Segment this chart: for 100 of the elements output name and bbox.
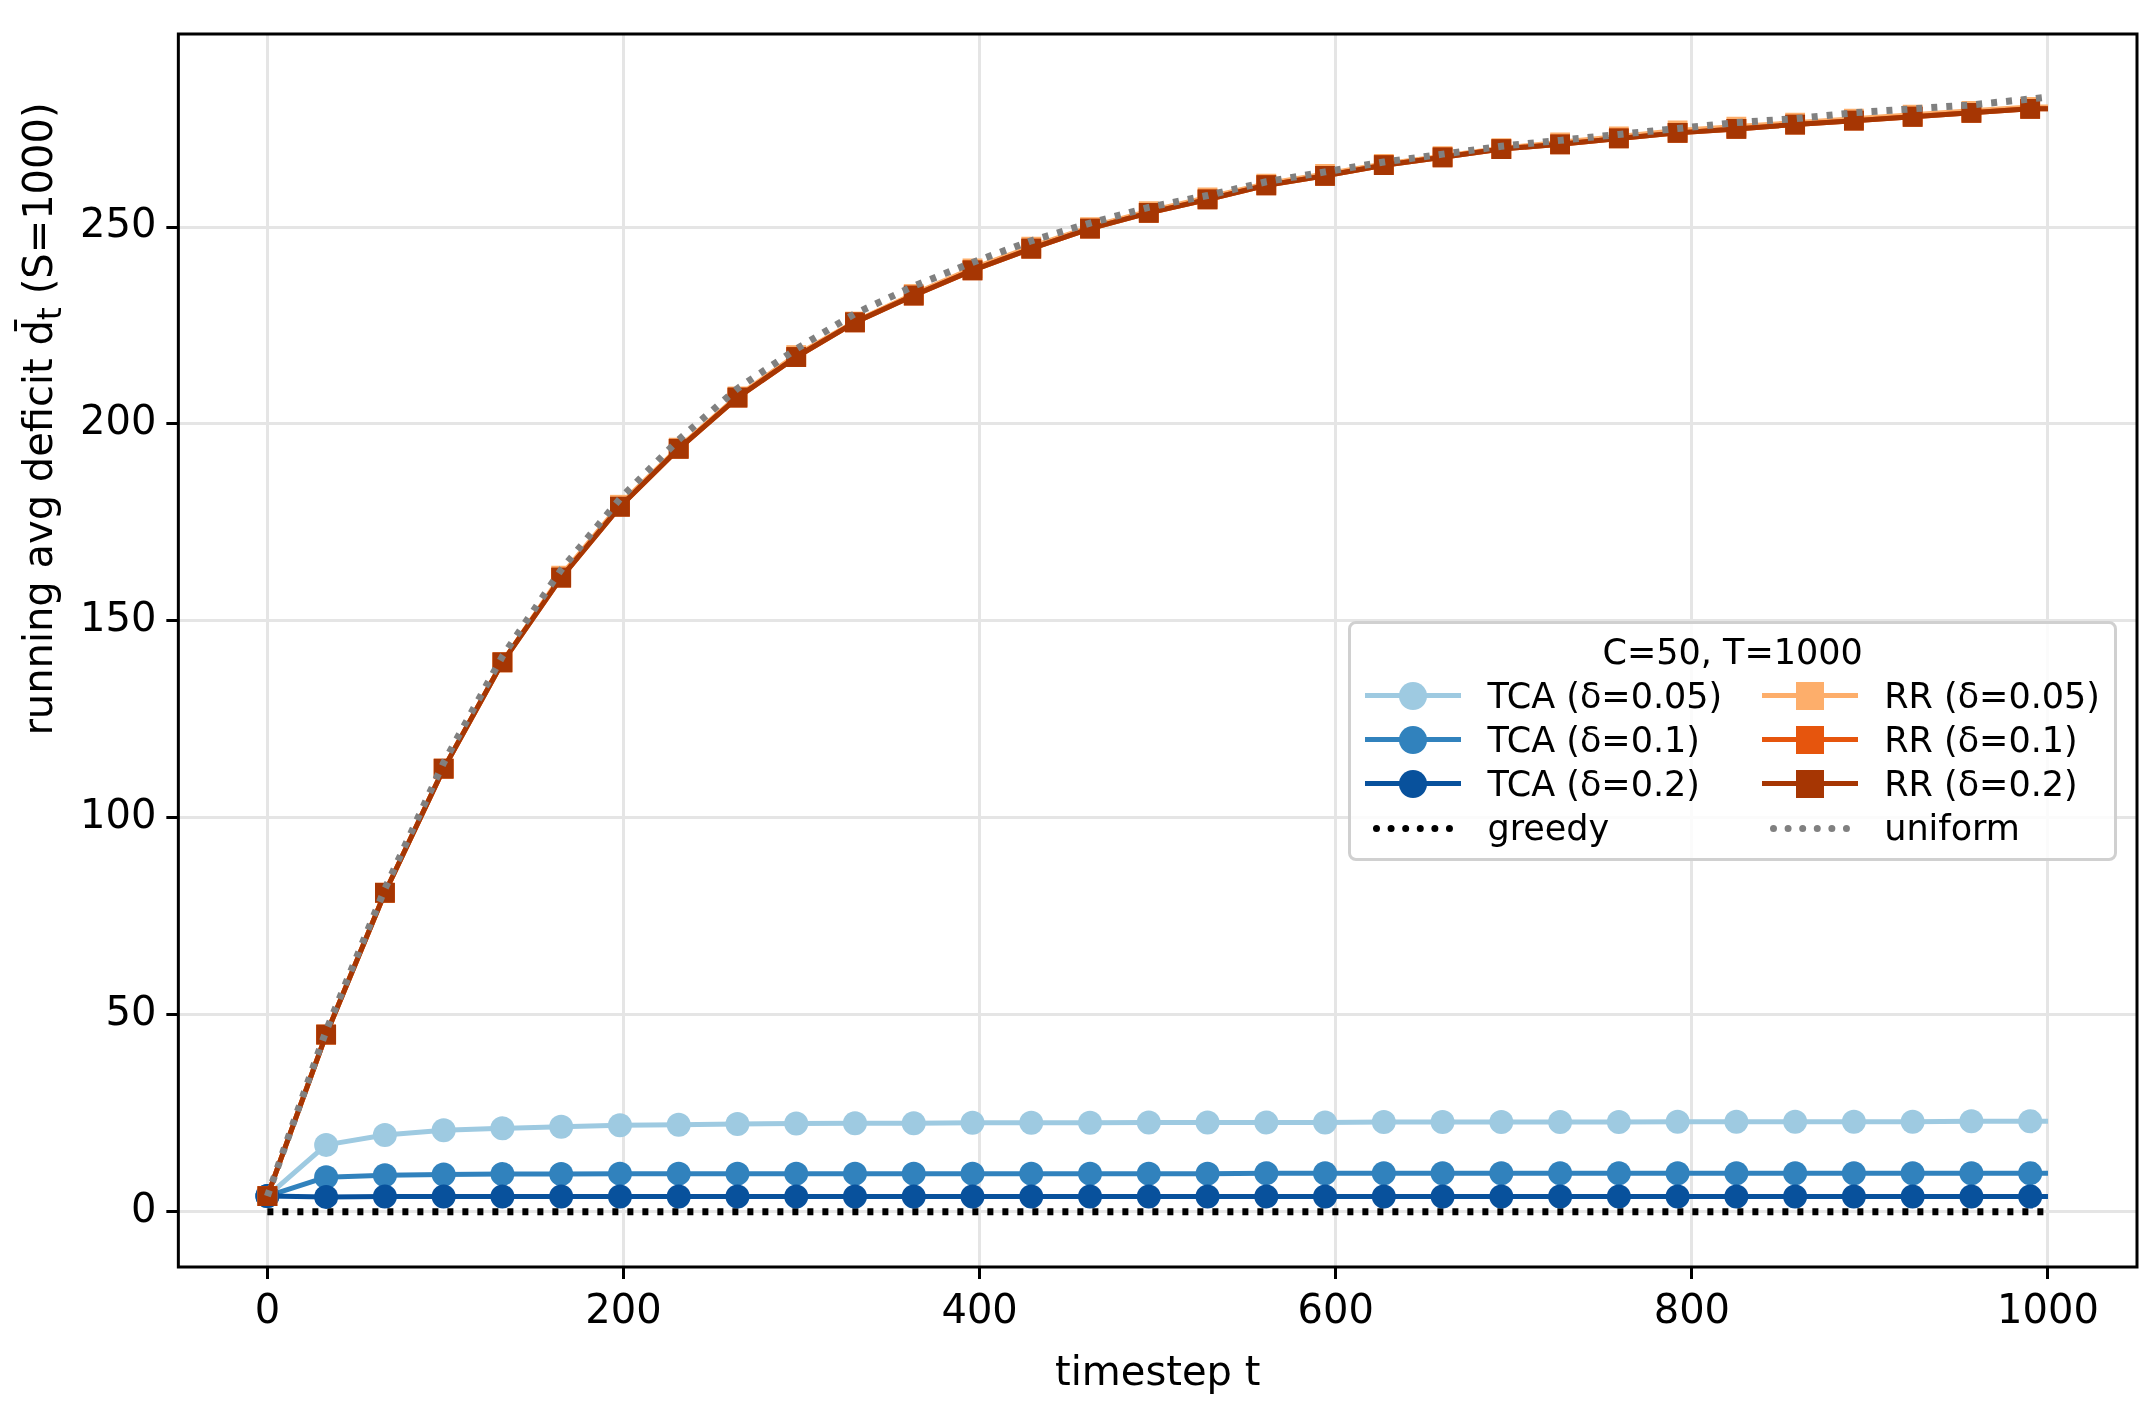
- point: [607, 1161, 632, 1186]
- point: [842, 1184, 867, 1209]
- legend-label: greedy: [1487, 807, 1610, 848]
- point: [1371, 1110, 1396, 1135]
- point: [1900, 1109, 1925, 1134]
- x-tick-label: 600: [1297, 1286, 1374, 1333]
- y-tick-label: 200: [79, 397, 157, 444]
- point: [842, 1111, 867, 1136]
- point: [901, 1161, 926, 1186]
- point: [1489, 1161, 1514, 1186]
- point: [1665, 1161, 1690, 1186]
- point: [607, 1184, 632, 1209]
- point: [1900, 1184, 1925, 1209]
- legend-title: C=50, T=1000: [1601, 631, 1864, 672]
- point: [666, 1112, 691, 1137]
- point: [725, 1112, 750, 1136]
- point: [1606, 1110, 1631, 1135]
- point: [1019, 1161, 1044, 1186]
- legend-label: TCA (δ=0.1): [1487, 719, 1700, 760]
- point: [1136, 1110, 1161, 1135]
- point: [549, 1114, 574, 1139]
- legend-label: TCA (δ=0.05): [1487, 675, 1723, 716]
- point: [314, 1165, 339, 1190]
- point: [1959, 1161, 1984, 1186]
- y-tick-label: 150: [79, 594, 157, 641]
- point: [1606, 1184, 1631, 1209]
- point: [1900, 1161, 1925, 1186]
- point: [1313, 1161, 1338, 1186]
- legend-label: TCA (δ=0.2): [1487, 763, 1700, 804]
- point: [842, 1161, 867, 1186]
- point: [1313, 1110, 1338, 1135]
- x-tick-label: 200: [585, 1286, 662, 1333]
- point: [666, 1161, 691, 1186]
- point: [666, 1184, 691, 1209]
- point: [2018, 1109, 2043, 1134]
- point: [1724, 1161, 1749, 1186]
- y-tick-label: 50: [105, 988, 157, 1035]
- point: [1841, 1161, 1866, 1186]
- point: [1548, 1184, 1573, 1209]
- point: [1548, 1161, 1573, 1186]
- point: [1783, 1184, 1808, 1209]
- point: [1254, 1184, 1279, 1209]
- point: [960, 1184, 985, 1209]
- legend-label: uniform: [1884, 807, 2020, 848]
- y-tick-label: 250: [79, 200, 157, 247]
- point: [2018, 1184, 2043, 1209]
- point: [1136, 1184, 1161, 1209]
- point: [1195, 1110, 1220, 1135]
- point: [490, 1162, 515, 1187]
- point: [784, 1111, 809, 1136]
- point: [1548, 1110, 1573, 1135]
- legend-label: RR (δ=0.05): [1884, 675, 2100, 716]
- point: [372, 1184, 397, 1209]
- point: [1371, 1161, 1396, 1186]
- point: [490, 1184, 515, 1209]
- point: [1078, 1161, 1103, 1186]
- x-axis-title: timestep t: [1055, 1348, 1261, 1395]
- point: [725, 1161, 750, 1186]
- point: [1489, 1110, 1514, 1135]
- point: [549, 1162, 574, 1187]
- point: [549, 1184, 574, 1209]
- point: [784, 1161, 809, 1186]
- point: [1430, 1161, 1455, 1186]
- point: [960, 1161, 985, 1186]
- y-tick-label: 100: [79, 791, 157, 838]
- x-tick-label: 800: [1653, 1286, 1731, 1333]
- point: [1665, 1109, 1690, 1134]
- point: [1430, 1184, 1455, 1209]
- point: [1959, 1109, 1984, 1134]
- point: [1136, 1161, 1161, 1186]
- point: [607, 1113, 632, 1138]
- point: [372, 1163, 397, 1188]
- point: [1195, 1184, 1220, 1209]
- point: [1078, 1110, 1103, 1135]
- point: [372, 1123, 397, 1148]
- point: [1724, 1184, 1749, 1209]
- y-tick-label: 0: [130, 1185, 157, 1232]
- point: [1841, 1109, 1866, 1134]
- point: [1489, 1184, 1514, 1209]
- point: [1254, 1161, 1279, 1186]
- point: [1783, 1109, 1808, 1134]
- point: [490, 1116, 515, 1141]
- point: [431, 1162, 456, 1187]
- point: [1078, 1184, 1103, 1209]
- point: [1665, 1184, 1690, 1209]
- point: [431, 1118, 456, 1143]
- point: [725, 1184, 750, 1209]
- point: [960, 1110, 985, 1135]
- point: [1371, 1184, 1396, 1209]
- point: [314, 1132, 339, 1157]
- legend-label: RR (δ=0.2): [1884, 763, 2078, 804]
- point: [1313, 1184, 1338, 1209]
- point: [1195, 1161, 1220, 1186]
- point: [1254, 1110, 1279, 1135]
- x-tick-label: 0: [254, 1286, 281, 1333]
- point: [1841, 1184, 1866, 1209]
- x-tick-label: 400: [941, 1286, 1018, 1333]
- point: [2018, 1161, 2043, 1186]
- point: [1019, 1110, 1044, 1135]
- point: [1019, 1184, 1044, 1209]
